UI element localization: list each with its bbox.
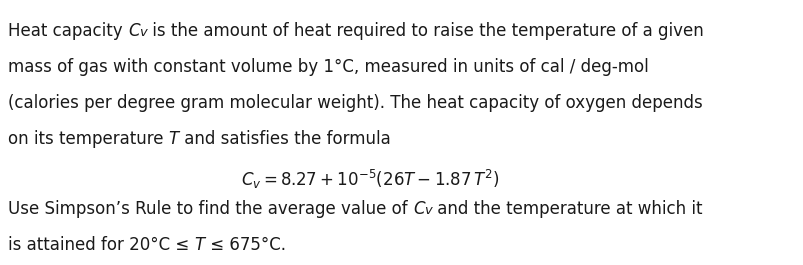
Text: and satisfies the formula: and satisfies the formula [178, 130, 390, 148]
Text: is the amount of heat required to raise the temperature of a given: is the amount of heat required to raise … [147, 22, 703, 40]
Text: is attained for 20°C ≤: is attained for 20°C ≤ [8, 236, 194, 254]
Text: on its temperature: on its temperature [8, 130, 169, 148]
Text: v: v [140, 25, 147, 38]
Text: mass of gas with constant volume by 1°C, measured in units of cal / deg-mol: mass of gas with constant volume by 1°C,… [8, 58, 648, 76]
Text: C: C [413, 200, 424, 218]
Text: and the temperature at which it: and the temperature at which it [432, 200, 702, 218]
Text: ≤ 675°C.: ≤ 675°C. [205, 236, 285, 254]
Text: T: T [169, 130, 178, 148]
Text: T: T [194, 236, 205, 254]
Text: (calories per degree gram molecular weight). The heat capacity of oxygen depends: (calories per degree gram molecular weig… [8, 94, 702, 112]
Text: $C_v = 8.27 + 10^{-5}(26T - 1.87\,T^2)$: $C_v = 8.27 + 10^{-5}(26T - 1.87\,T^2)$ [240, 168, 499, 191]
Text: Use Simpson’s Rule to find the average value of: Use Simpson’s Rule to find the average v… [8, 200, 413, 218]
Text: Heat capacity: Heat capacity [8, 22, 128, 40]
Text: v: v [424, 204, 432, 217]
Text: C: C [128, 22, 140, 40]
